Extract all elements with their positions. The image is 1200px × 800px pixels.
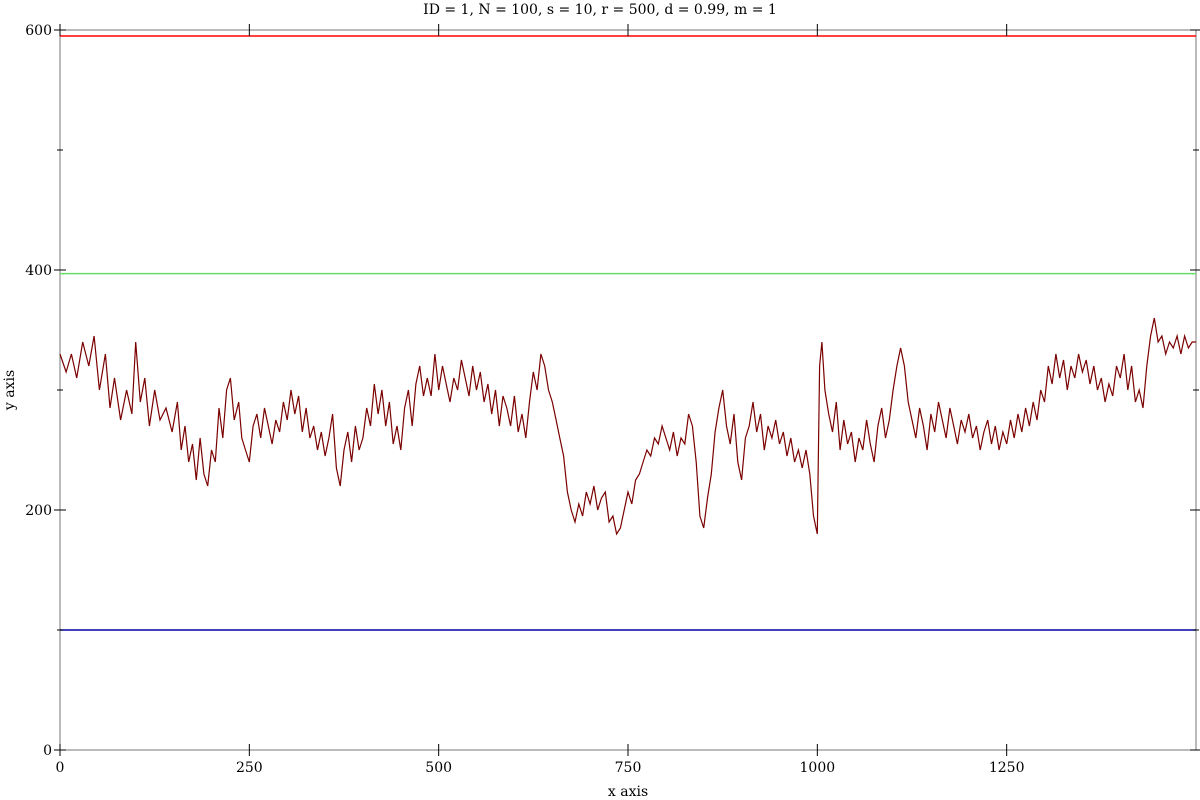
y-tick-label: 600 — [25, 23, 52, 39]
x-tick-label: 1000 — [800, 760, 836, 776]
x-tick-label: 500 — [425, 760, 452, 776]
chart-title: ID = 1, N = 100, s = 10, r = 500, d = 0.… — [423, 2, 777, 18]
x-axis-label: x axis — [608, 784, 648, 800]
x-tick-label: 750 — [615, 760, 642, 776]
y-tick-label: 200 — [25, 503, 52, 519]
plot-frame — [59, 29, 1197, 751]
x-tick-label: 250 — [236, 760, 263, 776]
x-tick-label: 1250 — [989, 760, 1025, 776]
x-tick-label: 0 — [56, 760, 65, 776]
y-tick-label: 400 — [25, 263, 52, 279]
series-line-0 — [59, 317, 1196, 536]
x-ticks: 0 250 500 750 1000 1250 — [56, 24, 1025, 776]
y-tick-label: 0 — [43, 743, 52, 759]
reference-lines — [60, 35, 1196, 631]
y-ticks: 0 200 400 600 — [25, 23, 1200, 759]
y-axis-label: y axis — [2, 370, 18, 411]
series-group — [59, 317, 1196, 536]
